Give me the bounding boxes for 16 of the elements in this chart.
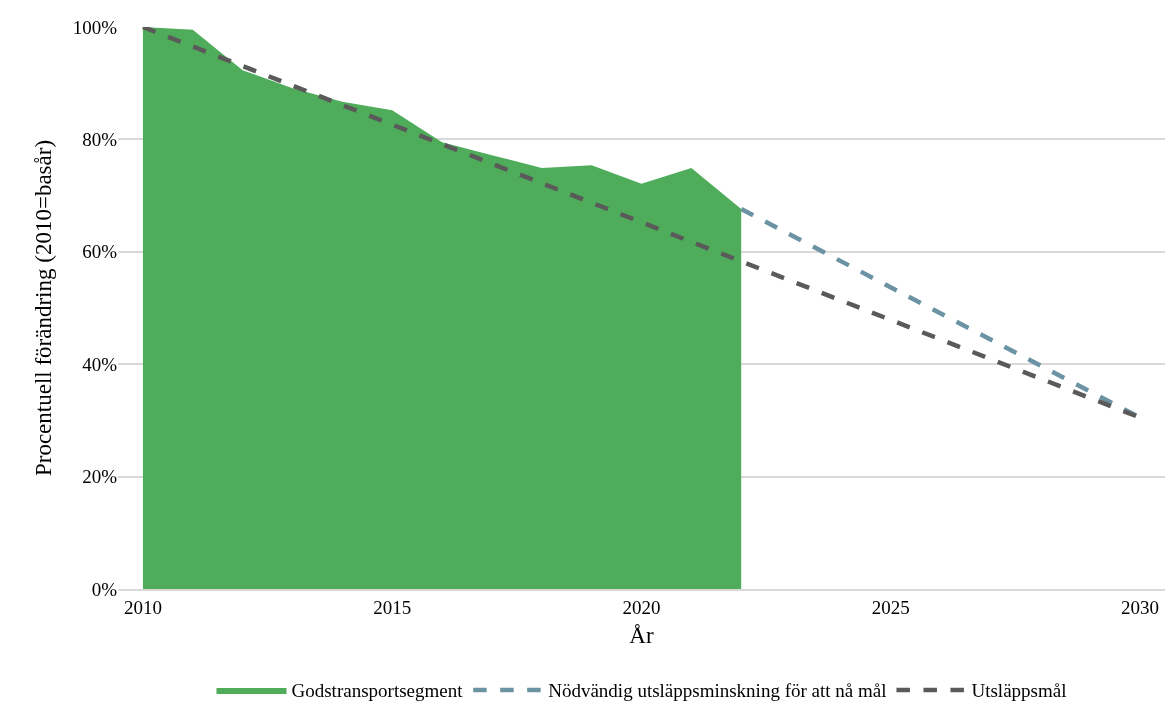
y-tick-label: 100% [72, 16, 118, 38]
y-tick-label: 60% [82, 241, 118, 263]
x-tick-label: 2015 [373, 596, 412, 618]
x-axis-title: År [629, 622, 654, 648]
x-tick-label: 2030 [1121, 596, 1160, 618]
x-tick-label: 2010 [123, 596, 162, 618]
y-tick-label: 20% [82, 466, 118, 488]
y-tick-label: 40% [82, 353, 118, 375]
x-tick-label: 2025 [871, 596, 910, 618]
y-axis-title: Procentuell förändring (2010=basår) [31, 139, 57, 477]
y-tick-label: 80% [82, 129, 118, 151]
legend-label: Nödvändig utsläppsminskning för att nå mål [548, 680, 887, 702]
y-tick-label: 0% [91, 578, 118, 600]
legend-label: Godstransportsegment [291, 680, 464, 702]
legend-label: Utsläppsmål [971, 680, 1067, 702]
x-tick-label: 2020 [622, 596, 661, 618]
